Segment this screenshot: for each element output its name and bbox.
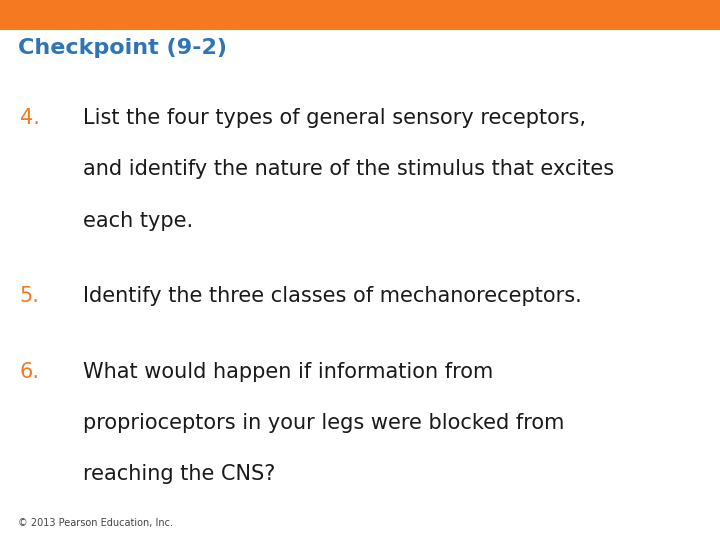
Text: Identify the three classes of mechanoreceptors.: Identify the three classes of mechanorec… [83, 286, 582, 306]
Text: List the four types of general sensory receptors,: List the four types of general sensory r… [83, 108, 586, 128]
Text: What would happen if information from: What would happen if information from [83, 362, 493, 382]
Text: 6.: 6. [19, 362, 40, 382]
Text: Checkpoint (9-2): Checkpoint (9-2) [18, 38, 227, 58]
Text: 4.: 4. [19, 108, 40, 128]
Text: each type.: each type. [83, 211, 193, 231]
Text: and identify the nature of the stimulus that excites: and identify the nature of the stimulus … [83, 159, 614, 179]
Text: reaching the CNS?: reaching the CNS? [83, 464, 275, 484]
Text: 5.: 5. [19, 286, 40, 306]
Bar [0, 0, 720, 30]
Text: © 2013 Pearson Education, Inc.: © 2013 Pearson Education, Inc. [18, 518, 173, 528]
Text: proprioceptors in your legs were blocked from: proprioceptors in your legs were blocked… [83, 413, 564, 433]
